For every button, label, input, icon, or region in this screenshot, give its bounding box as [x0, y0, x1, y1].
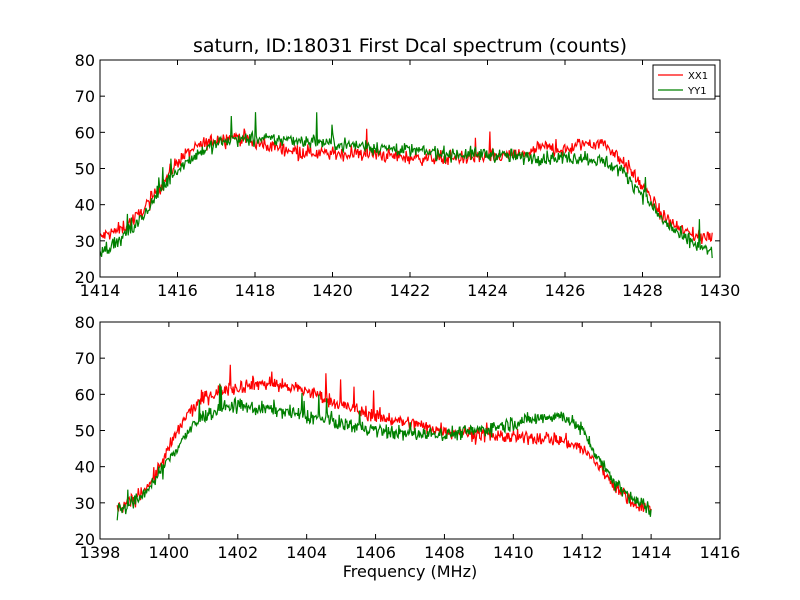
- y-tick-label: 50: [75, 422, 95, 441]
- x-tick-label: 1410: [493, 543, 534, 562]
- x-tick-label: 1418: [235, 281, 276, 300]
- y-tick-label: 30: [75, 494, 95, 513]
- x-tick-label: 1426: [545, 281, 586, 300]
- y-tick-label: 30: [75, 232, 95, 251]
- y-tick-label: 80: [75, 313, 95, 332]
- x-tick-label: 1420: [312, 281, 353, 300]
- x-tick-label: 1398: [80, 543, 121, 562]
- series-line-yy1: [116, 383, 652, 521]
- x-tick-label: 1424: [467, 281, 508, 300]
- legend-label-xx1: XX1: [688, 71, 708, 82]
- x-tick-label: 1408: [424, 543, 465, 562]
- y-tick-label: 80: [75, 51, 95, 70]
- x-axis-label: Frequency (MHz): [343, 562, 477, 581]
- y-tick-label: 20: [75, 268, 95, 287]
- x-tick-label: 1414: [631, 543, 672, 562]
- bottom-panel: 1398 1400 1402 1404 1406 1408 1410 1412 1414 1416…: [75, 313, 741, 562]
- x-tick-label: 1414: [80, 281, 121, 300]
- chart-title: saturn, ID:18031 First Dcal spectrum (co…: [193, 35, 627, 57]
- x-tick-label: 1428: [622, 281, 663, 300]
- x-tick-label: 1402: [217, 543, 258, 562]
- x-tick-label: 1416: [700, 543, 741, 562]
- y-tick-label: 70: [75, 349, 95, 368]
- legend-label-yy1: YY1: [687, 86, 707, 97]
- y-tick-label: 20: [75, 530, 95, 549]
- series-line-yy1: [100, 112, 713, 259]
- x-tick-label: 1422: [390, 281, 431, 300]
- x-tick-label: 1416: [157, 281, 198, 300]
- y-tick-label: 60: [75, 385, 95, 404]
- y-tick-label: 60: [75, 123, 95, 142]
- x-tick-label: 1406: [355, 543, 396, 562]
- y-tick-label: 50: [75, 160, 95, 179]
- x-tick-label: 1400: [149, 543, 190, 562]
- y-tick-label: 70: [75, 87, 95, 106]
- y-tick-label: 40: [75, 196, 95, 215]
- series-line-xx1: [116, 364, 652, 513]
- x-tick-label: 1412: [562, 543, 603, 562]
- x-tick-label: 1404: [286, 543, 327, 562]
- x-tick-label: 1430: [700, 281, 741, 300]
- top-panel: 1414 1416 1418 1420 1422 1424 1426 1428 1430 20 30…: [75, 51, 741, 300]
- y-tick-label: 40: [75, 458, 95, 477]
